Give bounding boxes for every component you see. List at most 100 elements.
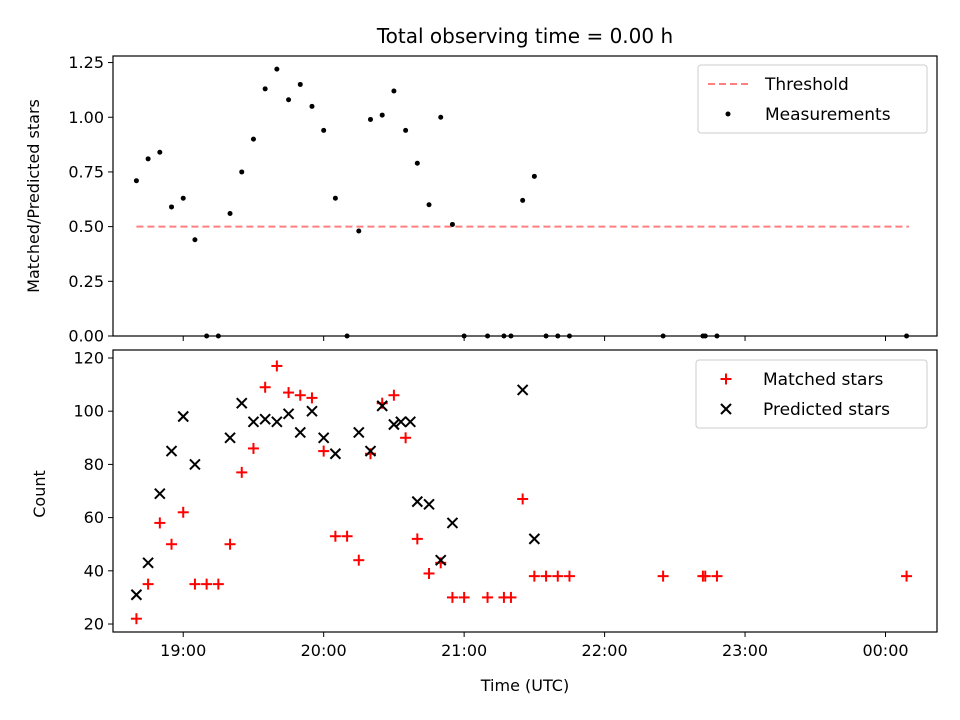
matched-star-point (294, 389, 306, 401)
measurement-point (403, 127, 409, 133)
measurement-point (332, 195, 338, 201)
matched-star-point (166, 538, 178, 550)
predicted-star-point (404, 416, 417, 428)
matched-star-point (528, 570, 540, 582)
measurement-point (426, 202, 432, 208)
measurement-point (227, 211, 233, 216)
measurement-point (180, 195, 186, 201)
measurement-point (262, 86, 268, 92)
predicted-star-point (376, 400, 388, 412)
matched-star-point (505, 591, 517, 603)
matched-star-point (341, 530, 353, 542)
predicted-star-point (224, 432, 236, 444)
legend-threshold-label: Threshold (764, 75, 849, 95)
measurement-point (145, 156, 151, 162)
bottom-panel: 20 40 60 80 100 120 19:00 20:00 21:00 22:00 23:00… (30, 348, 938, 695)
matched-star-point (142, 578, 154, 590)
matched-star-point (318, 445, 330, 457)
predicted-star-point (165, 445, 178, 457)
bottom-axes-frame (112, 349, 938, 633)
y-tick-label: 1.25 (68, 53, 104, 72)
y-tick-label: 0.50 (68, 217, 104, 236)
matched-star-point (259, 381, 271, 393)
measurement-point (321, 127, 327, 133)
matched-star-point (482, 591, 494, 603)
measurement-point (286, 97, 292, 103)
top-axes-frame (112, 55, 938, 337)
legend-x-marker (720, 403, 732, 415)
predicted-star-point (388, 418, 400, 431)
matched-star-point (540, 570, 552, 582)
bottom-y-ticks: 20 40 60 80 100 120 (73, 348, 113, 634)
predicted-star-point (329, 448, 342, 460)
matched-star-point (552, 570, 564, 582)
predicted-star-point (423, 498, 435, 511)
y-tick-label: 40 (84, 561, 104, 580)
x-tick-label: 21:00 (441, 641, 487, 660)
measurement-point (250, 136, 256, 142)
predicted-star-point (353, 426, 365, 439)
matched-star-point (177, 506, 189, 518)
measurement-point (274, 66, 280, 72)
predicted-star-point (282, 408, 295, 420)
matched-star-point (411, 533, 423, 545)
matched-star-point (283, 387, 295, 399)
matched-star-point (446, 591, 458, 603)
matched-star-point (353, 554, 365, 566)
predicted-star-point (236, 397, 248, 409)
legend-predicted-label: Predicted stars (763, 400, 890, 420)
bottom-legend: Matched stars Predicted stars (695, 359, 928, 429)
top-x-ticks (182, 336, 886, 341)
matched-star-point (271, 360, 283, 372)
measurement-point (169, 204, 175, 210)
matched-star-point (458, 591, 470, 603)
measurement-point (133, 178, 139, 184)
predicted-star-point (177, 410, 189, 423)
legend-measurements-swatch (725, 111, 731, 117)
y-tick-label: 20 (84, 615, 104, 634)
x-axis-label: Time (UTC) (480, 676, 569, 695)
legend-matched-label: Matched stars (763, 370, 883, 390)
y-tick-label: 1.00 (68, 108, 104, 127)
predicted-star-point (446, 517, 459, 529)
matched-star-point (247, 442, 259, 454)
predicted-star-point (259, 413, 271, 425)
predicted-star-point (247, 416, 260, 428)
matched-star-point (657, 570, 669, 582)
top-y-axis-label: Matched/Predicted stars (24, 99, 43, 293)
measurement-point (157, 149, 163, 155)
matched-star-point (711, 570, 723, 582)
top-panel: Total observing time = 0.00 h 0.000.250.… (24, 24, 938, 346)
matched-star-point (224, 538, 236, 550)
y-tick-label: 0.25 (68, 272, 104, 291)
matched-star-point (306, 392, 318, 404)
matched-star-point (388, 389, 400, 401)
measurement-point (449, 221, 455, 227)
matched-star-point (154, 517, 166, 529)
measurement-point (520, 197, 526, 203)
predicted-star-point (154, 487, 166, 500)
predicted-star-point (142, 557, 154, 569)
matched-star-point (329, 530, 341, 542)
top-y-ticks: 0.00 0.25 0.50 0.75 1.00 1.25 (68, 53, 113, 346)
legend-measurements-label: Measurements (765, 105, 891, 125)
y-tick-label: 0.75 (68, 162, 104, 181)
predicted-star-point (130, 589, 143, 601)
legend-plus-marker (720, 373, 732, 385)
measurement-point (438, 114, 444, 120)
y-tick-label: 0.00 (68, 327, 104, 346)
y-tick-label: 80 (84, 455, 104, 474)
top-legend: Threshold Measurements (697, 64, 928, 134)
matched-star-point (212, 578, 224, 590)
predicted-star-point (271, 416, 283, 428)
matched-star-point (130, 613, 142, 625)
matched-star-point (901, 570, 913, 582)
bottom-y-axis-label: Count (30, 470, 49, 518)
y-tick-label: 60 (84, 508, 104, 527)
predicted-star-point (306, 405, 318, 417)
y-tick-label: 100 (73, 402, 104, 421)
bottom-x-ticks: 19:00 20:00 21:00 22:00 23:00 00:00 (160, 632, 909, 660)
measurement-point (391, 88, 397, 94)
predicted-star-point (411, 495, 424, 508)
